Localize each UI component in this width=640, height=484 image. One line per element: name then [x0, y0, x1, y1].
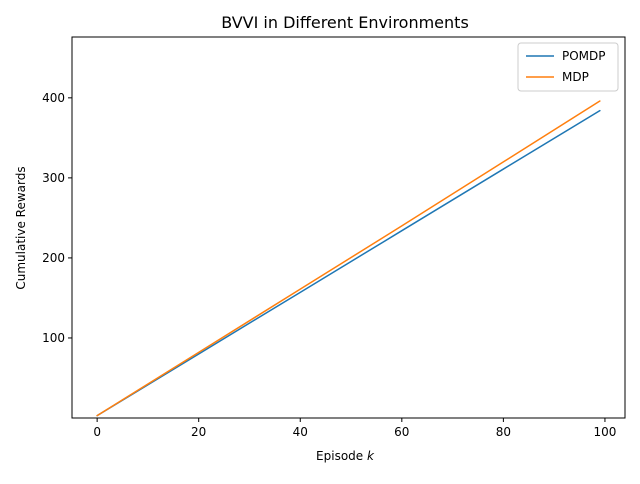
plot-area: [71, 36, 626, 419]
legend: POMDP MDP: [517, 42, 619, 92]
axes-frame: [71, 36, 626, 419]
x-axis-label-text: Episode: [316, 449, 363, 463]
y-tick-label: 300: [42, 171, 65, 185]
x-axis-label: Episode k: [316, 449, 375, 463]
y-tick-label: 200: [42, 251, 65, 265]
legend-label-mdp: MDP: [562, 70, 589, 84]
y-axis: 100 200 300 400: [42, 91, 72, 345]
x-tick-label: 100: [593, 425, 616, 439]
legend-label-pomdp: POMDP: [562, 49, 606, 63]
x-axis: 0 20 40 60 80 100: [93, 418, 616, 439]
y-tick-label: 100: [42, 331, 65, 345]
chart-title: BVVI in Different Environments: [221, 13, 469, 32]
x-tick-label: 20: [191, 425, 206, 439]
x-tick-label: 40: [293, 425, 308, 439]
x-axis-label-variable: k: [367, 449, 375, 463]
legend-box: [517, 42, 619, 92]
x-tick-label: 60: [394, 425, 409, 439]
x-tick-label: 0: [93, 425, 101, 439]
y-axis-label: Cumulative Rewards: [14, 166, 28, 289]
series-line-mdp: [96, 100, 601, 417]
series-line-pomdp: [96, 109, 601, 417]
series-layer: [96, 100, 601, 417]
x-tick-label: 80: [496, 425, 511, 439]
y-tick-label: 400: [42, 91, 65, 105]
